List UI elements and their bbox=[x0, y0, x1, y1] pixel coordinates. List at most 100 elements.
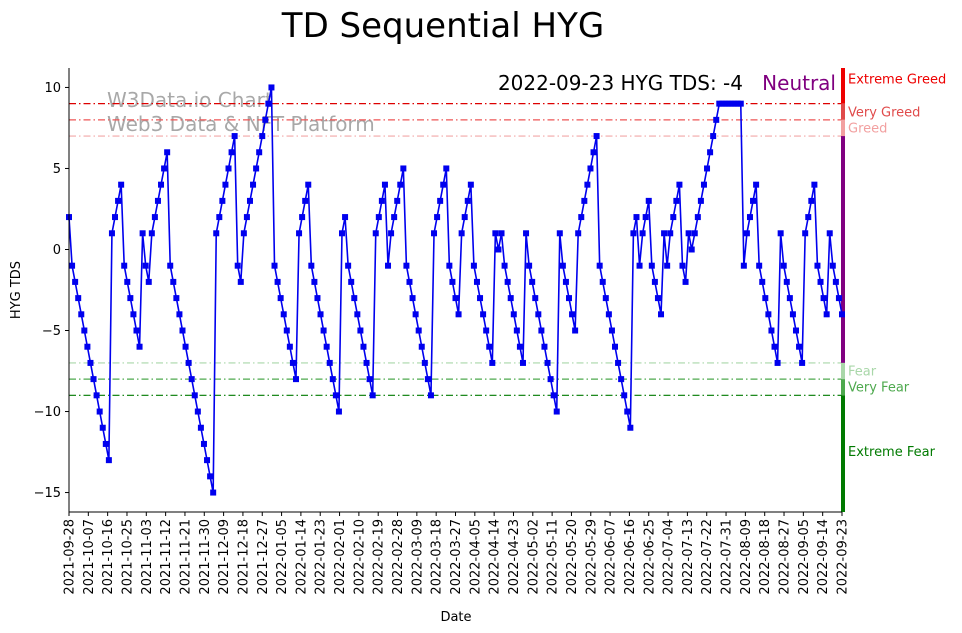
data-point bbox=[299, 214, 306, 221]
data-point bbox=[372, 230, 379, 237]
data-point bbox=[575, 230, 582, 237]
data-point bbox=[480, 311, 487, 318]
data-point bbox=[412, 311, 419, 318]
data-point bbox=[461, 214, 468, 221]
data-point bbox=[292, 376, 299, 383]
data-point bbox=[486, 343, 493, 350]
data-point bbox=[354, 311, 361, 318]
data-point bbox=[161, 165, 168, 172]
x-tick-label: 2021-12-18 bbox=[236, 519, 251, 595]
x-tick-label: 2021-11-03 bbox=[140, 519, 155, 595]
data-point bbox=[492, 230, 499, 237]
x-tick-label: 2022-05-02 bbox=[526, 519, 541, 595]
data-point bbox=[154, 197, 161, 204]
data-point bbox=[378, 197, 385, 204]
x-tick-label: 2022-04-23 bbox=[507, 519, 522, 595]
data-point bbox=[642, 214, 649, 221]
data-point bbox=[618, 376, 625, 383]
data-point bbox=[431, 230, 438, 237]
zone-segment bbox=[841, 379, 845, 396]
data-point bbox=[510, 311, 517, 318]
data-point bbox=[403, 262, 410, 269]
data-point bbox=[562, 278, 569, 285]
data-point bbox=[142, 262, 149, 269]
data-point bbox=[670, 214, 677, 221]
data-point bbox=[633, 214, 640, 221]
data-point bbox=[81, 327, 88, 334]
data-point bbox=[535, 311, 542, 318]
data-point bbox=[756, 262, 763, 269]
zone-segment bbox=[841, 136, 845, 363]
data-point bbox=[133, 327, 140, 334]
data-point bbox=[102, 440, 109, 447]
data-point bbox=[112, 214, 119, 221]
data-point bbox=[345, 262, 352, 269]
data-point bbox=[158, 181, 165, 188]
data-point bbox=[391, 214, 398, 221]
data-point bbox=[694, 214, 701, 221]
data-point bbox=[636, 262, 643, 269]
data-point bbox=[216, 214, 223, 221]
data-point bbox=[237, 278, 244, 285]
data-point bbox=[627, 424, 634, 431]
x-tick-label: 2022-08-09 bbox=[739, 519, 754, 595]
data-point bbox=[93, 392, 100, 399]
x-tick-label: 2022-02-10 bbox=[352, 519, 367, 595]
data-point bbox=[608, 327, 615, 334]
y-tick-label: −5 bbox=[42, 324, 61, 339]
data-point bbox=[409, 295, 416, 302]
data-point bbox=[654, 295, 661, 302]
data-point bbox=[676, 181, 683, 188]
x-tick-label: 2022-08-18 bbox=[758, 519, 773, 595]
data-point bbox=[645, 197, 652, 204]
data-point bbox=[814, 262, 821, 269]
data-point bbox=[799, 359, 806, 366]
data-point bbox=[504, 278, 511, 285]
data-point bbox=[587, 165, 594, 172]
data-point bbox=[532, 295, 539, 302]
data-point bbox=[167, 262, 174, 269]
x-tick-label: 2021-11-30 bbox=[198, 519, 213, 595]
data-point bbox=[415, 327, 422, 334]
data-point bbox=[219, 197, 226, 204]
data-point bbox=[470, 262, 477, 269]
data-point bbox=[743, 230, 750, 237]
data-point bbox=[621, 392, 628, 399]
data-point bbox=[228, 149, 235, 156]
x-tick-label: 2022-07-22 bbox=[700, 519, 715, 595]
data-point bbox=[707, 149, 714, 156]
data-point bbox=[541, 343, 548, 350]
x-tick-label: 2022-03-09 bbox=[410, 519, 425, 595]
data-point bbox=[691, 230, 698, 237]
data-point bbox=[363, 359, 370, 366]
data-point bbox=[593, 133, 600, 140]
watermark-line-1: W3Data.io Chart bbox=[107, 88, 273, 112]
data-point bbox=[581, 197, 588, 204]
x-ticks: 2021-09-28 2021-10-07 2021-10-16 2021-10-25… bbox=[63, 512, 851, 595]
data-point bbox=[421, 359, 428, 366]
data-point bbox=[243, 214, 250, 221]
x-tick-label: 2022-02-01 bbox=[333, 519, 348, 595]
x-tick-label: 2022-07-31 bbox=[720, 519, 735, 595]
data-point bbox=[366, 376, 373, 383]
data-point bbox=[722, 100, 729, 107]
data-point bbox=[385, 262, 392, 269]
data-point bbox=[467, 181, 474, 188]
data-point bbox=[796, 343, 803, 350]
data-point bbox=[437, 197, 444, 204]
data-point bbox=[75, 295, 82, 302]
data-point bbox=[240, 230, 247, 237]
data-point bbox=[768, 327, 775, 334]
x-tick-label: 2022-05-29 bbox=[584, 519, 599, 595]
data-point bbox=[271, 262, 278, 269]
data-point bbox=[774, 359, 781, 366]
data-point bbox=[369, 392, 376, 399]
data-point bbox=[516, 343, 523, 350]
data-point bbox=[513, 327, 520, 334]
data-point bbox=[381, 181, 388, 188]
data-point bbox=[538, 327, 545, 334]
data-point bbox=[679, 262, 686, 269]
data-point bbox=[357, 327, 364, 334]
